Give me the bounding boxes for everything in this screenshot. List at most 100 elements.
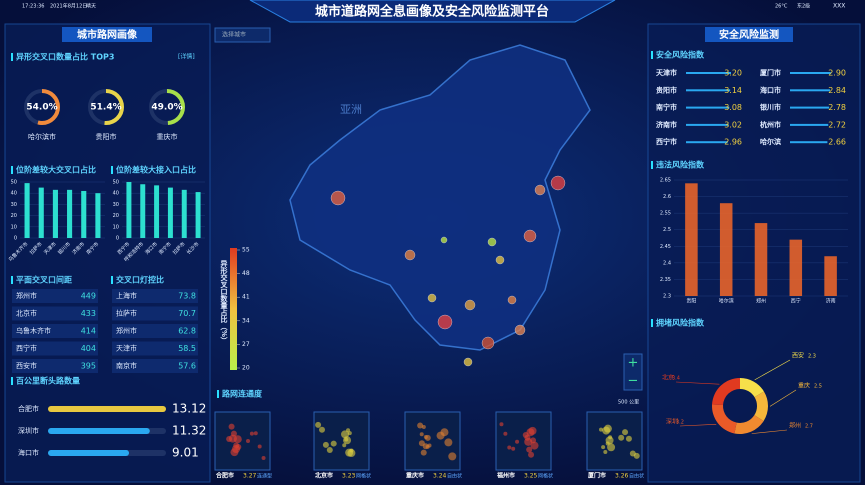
map-dot: [487, 237, 497, 247]
thumb-road: [253, 431, 258, 436]
row-value: 3.20: [724, 69, 742, 78]
legend-tick-label: 48: [242, 270, 250, 277]
row-city: 天津市: [656, 68, 677, 77]
gauge-label: 49.0%: [151, 103, 182, 113]
zoom-out[interactable]: −: [628, 374, 639, 389]
map-dot: [330, 190, 346, 206]
progress-bar: [48, 450, 130, 456]
pie-slice: [754, 391, 769, 422]
colorbar: [230, 248, 237, 370]
thumb-road: [230, 448, 239, 457]
leader-line: [751, 429, 788, 434]
section-title: 路网连通度: [222, 389, 263, 399]
y-tick-label: 30: [11, 202, 17, 208]
row-city: 西宁市: [656, 137, 677, 146]
gauge-city: 贵阳市: [96, 132, 117, 141]
panel-title-box: [62, 27, 152, 42]
row-city: 郑州市: [16, 291, 37, 300]
y-tick-label: 30: [113, 202, 119, 208]
bar: [167, 187, 173, 238]
thumb-road: [515, 439, 520, 444]
row-city: 杭州市: [760, 120, 781, 129]
thumb-road: [417, 422, 424, 429]
bar: [52, 189, 58, 238]
map-label: 亚洲: [340, 103, 362, 116]
row-city: 哈尔滨: [760, 137, 781, 146]
y-tick-label: 0: [116, 236, 119, 242]
right-panel: [647, 23, 861, 483]
x-tick-label: 济南: [826, 298, 836, 305]
row-value: 433: [81, 309, 96, 318]
thumb-road: [528, 451, 535, 458]
risk-bar: [790, 106, 830, 109]
thumb-road: [346, 428, 351, 433]
thumb-road: [315, 421, 322, 428]
bar: [685, 183, 698, 296]
map-dot: [514, 324, 526, 336]
row-city: 南宁市: [656, 103, 677, 112]
map-dot: [481, 336, 495, 350]
panel-title: 城市路网画像: [77, 28, 138, 41]
thumb-road: [347, 449, 356, 458]
zoom-control[interactable]: [623, 353, 643, 391]
time: 17:23:36: [22, 4, 44, 10]
risk-bar: [686, 89, 731, 92]
table-row: [112, 289, 198, 303]
city-value: 3.24: [433, 473, 447, 480]
bar: [824, 256, 837, 296]
map-dot: [437, 314, 453, 330]
slice-category: 北京: [662, 374, 674, 382]
slice-category: 郑州: [789, 422, 801, 430]
map-dot: [523, 229, 537, 243]
thumb-road: [499, 422, 504, 427]
thumbnail-frame: [495, 411, 552, 471]
y-tick-label: 2.35: [660, 277, 671, 283]
row-city: 天津市: [116, 344, 137, 353]
row-value: 2.84: [828, 86, 846, 95]
table-row: [12, 359, 98, 373]
section-marker: [217, 390, 219, 398]
legend-tick-label: 34: [242, 317, 250, 324]
wind: 东2级: [797, 3, 810, 10]
gauge-label: 51.4%: [90, 103, 121, 113]
map-dot: [404, 249, 416, 261]
table-row: [112, 324, 198, 338]
thumb-road: [602, 426, 611, 435]
row-city: 郑州市: [116, 326, 137, 335]
zoom-in[interactable]: +: [628, 356, 639, 371]
slice-value: 2.7: [805, 424, 813, 430]
city-name: 重庆市: [406, 472, 424, 480]
y-tick-label: 10: [11, 224, 17, 230]
row-city: 上海市: [116, 291, 137, 300]
row-city: 济南市: [656, 120, 677, 129]
row-city: 贵阳市: [656, 85, 677, 94]
thumb-road: [342, 443, 347, 448]
table-row: [12, 324, 98, 338]
city-kind: 网格状: [538, 473, 553, 480]
row-city: 海口市: [760, 85, 781, 94]
row-value: 3.08: [724, 103, 742, 112]
section-title: 异形交叉口数量占比 TOP3: [16, 52, 114, 62]
detail-button[interactable]: [详情]: [178, 53, 195, 61]
city-select[interactable]: [214, 27, 271, 43]
risk-bar: [686, 123, 729, 126]
thumb-road: [507, 445, 512, 450]
map-dot: [464, 299, 476, 311]
city-value: 3.26: [615, 473, 629, 480]
gauge-arc: [149, 89, 185, 125]
bar: [719, 203, 733, 296]
map-china: [289, 44, 591, 351]
page-title: 城市道路网全息画像及安全风险监测平台: [315, 4, 549, 20]
thumb-road: [448, 452, 457, 461]
thumb-road: [322, 441, 329, 448]
gauge-city: 重庆市: [157, 132, 178, 141]
bar: [126, 182, 132, 238]
leader-line: [754, 359, 791, 381]
y-tick-label: 50: [113, 180, 119, 186]
city-value: 3.25: [524, 473, 538, 480]
map-dot: [495, 255, 505, 265]
thumb-road: [622, 429, 629, 436]
map-dot: [507, 295, 517, 305]
row-city: 西安市: [16, 361, 37, 370]
